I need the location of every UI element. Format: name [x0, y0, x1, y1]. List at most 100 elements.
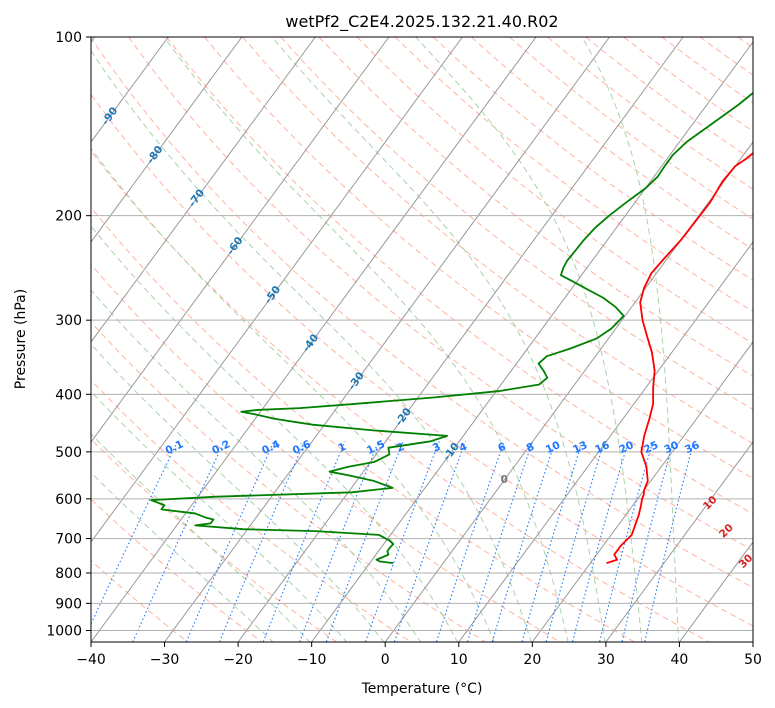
mixing-ratio-label: 10 — [544, 439, 562, 456]
mixing-ratio-line — [298, 441, 379, 642]
x-tick-label: −10 — [297, 652, 327, 668]
x-axis-title: Temperature (°C) — [361, 681, 483, 697]
mixing-ratio-label: 16 — [593, 439, 611, 456]
mixing-ratio-line — [91, 441, 179, 626]
y-tick-label: 200 — [55, 209, 82, 225]
mixing-ratio-line — [466, 441, 534, 642]
plot-frame — [90, 36, 754, 643]
moist-adiabat — [271, 37, 606, 642]
dry-adiabat — [91, 263, 561, 642]
dry-adiabat — [242, 37, 753, 445]
mixing-ratio-line — [521, 441, 583, 642]
mixing-ratio-line — [599, 441, 654, 642]
moist-adiabat — [581, 37, 680, 642]
isotherm — [384, 141, 753, 642]
mixing-ratio-label: 25 — [642, 439, 660, 456]
isotherm — [458, 241, 753, 642]
isotherm — [531, 341, 753, 642]
x-tick-label: −30 — [150, 652, 180, 668]
isotherm — [91, 37, 537, 642]
dry-adiabat — [166, 37, 753, 515]
mixing-ratio-label: 3 — [431, 441, 443, 455]
moist-adiabat — [415, 37, 643, 642]
isotherm — [91, 37, 390, 443]
mixing-ratio-label: 1.5 — [365, 438, 387, 457]
dry-adiabat — [661, 37, 753, 104]
mixing-ratio-label: 13 — [571, 439, 589, 456]
mixing-ratio-line — [491, 441, 556, 642]
isotherm — [311, 41, 753, 642]
isotherm — [678, 541, 753, 642]
moist-adiabat — [91, 433, 311, 642]
x-tick-label: 10 — [450, 652, 468, 668]
mixing-ratio-line — [393, 441, 467, 642]
y-tick-label: 300 — [55, 313, 82, 329]
dry-adiabat — [280, 37, 753, 411]
moist-adiabat — [91, 471, 274, 642]
pressure-gridlines — [91, 37, 753, 631]
x-tick-label: 50 — [744, 652, 762, 668]
x-tick-label: −20 — [223, 652, 253, 668]
dry-adiabat — [356, 37, 753, 345]
isotherm — [91, 37, 243, 243]
mixing-ratio-line — [435, 441, 505, 642]
moist-adiabat — [91, 390, 348, 642]
mixing-ratio-label: 0.1 — [164, 438, 186, 457]
y-axis: 100 200 300 400 500 600 700 800 900 1000 — [46, 30, 91, 640]
moist-adiabat — [91, 343, 385, 642]
temperature-line — [606, 151, 753, 564]
mixing-ratio-line — [621, 441, 674, 642]
dry-adiabat — [623, 37, 753, 132]
isotherm — [752, 641, 753, 642]
mixing-ratio-line — [545, 441, 605, 642]
dry-adiabat — [91, 321, 487, 642]
profile-lines — [150, 91, 753, 565]
isotherm-label: -50 — [262, 284, 283, 306]
isotherm — [91, 37, 316, 343]
x-axis: −40 −30 −20 −10 0 10 20 30 40 50 — [76, 642, 762, 668]
chart-title: wetPf2_C2E4.2025.132.21.40.R02 — [285, 12, 558, 32]
dry-adiabat — [699, 37, 753, 76]
isotherm — [605, 441, 753, 642]
x-tick-label: 20 — [523, 652, 541, 668]
isotherm — [91, 37, 169, 143]
y-tick-label: 700 — [55, 532, 82, 548]
mixing-ratio-label: 0.6 — [291, 438, 313, 457]
dry-adiabat — [91, 93, 753, 627]
y-tick-label: 100 — [55, 30, 82, 46]
isotherm-label: -100 — [48, 70, 73, 98]
dry-adiabat — [91, 438, 338, 642]
moist-adiabat — [91, 289, 422, 642]
dry-adiabat — [547, 37, 753, 190]
dry-adiabat — [91, 498, 263, 642]
mixing-ratio-label: 0.4 — [260, 438, 282, 457]
dry-adiabat — [128, 37, 753, 551]
mixing-ratio-label: 36 — [683, 439, 701, 456]
isotherm-label: 0 — [501, 474, 508, 486]
isotherm-label: -70 — [186, 187, 207, 209]
mixing-ratio-line — [572, 441, 629, 642]
dry-adiabat — [318, 37, 753, 377]
mixing-ratio-label: 4 — [457, 441, 469, 455]
dry-adiabat-label: 40 — [760, 579, 775, 598]
mixing-ratio-line — [132, 441, 225, 642]
dry-adiabat — [91, 37, 753, 589]
mixing-ratio-label: 1 — [336, 441, 348, 455]
isotherm — [91, 37, 463, 543]
mixing-ratio-line — [185, 441, 275, 642]
dry-adiabat — [204, 37, 753, 479]
mixing-ratio-label: 20 — [617, 439, 635, 456]
mixing-ratio-label: 6 — [496, 441, 508, 455]
dry-adiabat — [91, 206, 636, 642]
dry-adiabat — [471, 37, 753, 250]
dry-adiabat — [91, 150, 711, 642]
mixing-ratio-line — [218, 441, 306, 642]
background-lines — [91, 37, 753, 642]
moist-adiabat — [91, 225, 458, 642]
dry-adiabat — [432, 37, 753, 281]
dewpoint-line — [150, 91, 753, 565]
y-tick-label: 400 — [55, 387, 82, 403]
y-tick-label: 600 — [55, 492, 82, 508]
isotherm-label: -90 — [100, 105, 121, 127]
